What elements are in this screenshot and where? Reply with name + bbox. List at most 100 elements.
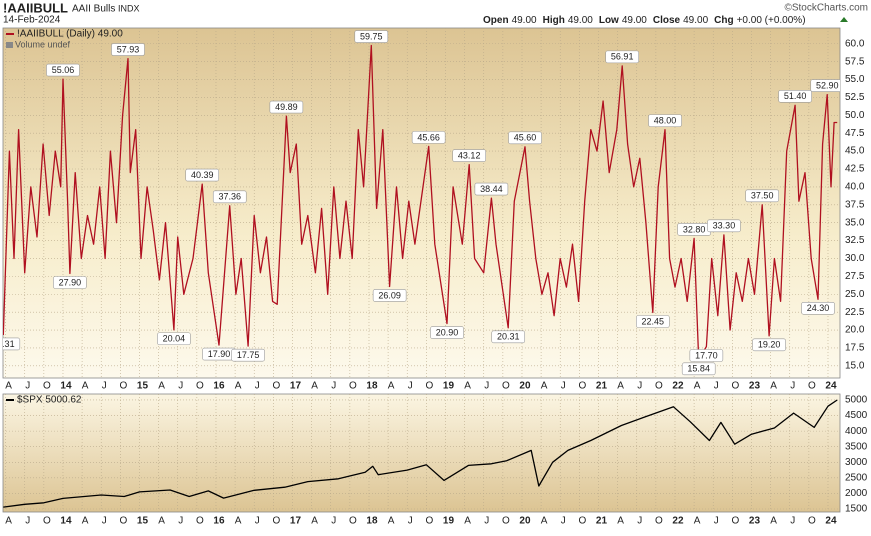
data-label: 38.44 bbox=[474, 182, 509, 196]
data-label-box bbox=[354, 30, 389, 43]
x-tick-label: J bbox=[331, 516, 336, 527]
data-label-text: 19.31 bbox=[0, 339, 15, 349]
data-label-box bbox=[648, 114, 682, 127]
x-tick-label: O bbox=[119, 516, 127, 527]
data-label-text: 24.30 bbox=[807, 303, 830, 313]
y-tick-label: 4500 bbox=[845, 410, 868, 421]
x-tick-label: A bbox=[311, 381, 318, 392]
x-tick-label: O bbox=[196, 516, 204, 527]
data-label: 49.89 bbox=[269, 100, 304, 114]
x-tick-label: J bbox=[255, 516, 260, 527]
data-label: 45.66 bbox=[411, 131, 446, 144]
x-tick-label: 24 bbox=[825, 516, 837, 527]
quote-value: 49.00 bbox=[512, 15, 537, 26]
legend-label: !AAIIBULL (Daily) 49.00 bbox=[17, 29, 123, 40]
volume-icon bbox=[6, 42, 13, 48]
x-tick-label: J bbox=[561, 381, 566, 392]
x-tick-label: O bbox=[578, 381, 586, 392]
data-label-text: 20.31 bbox=[497, 332, 520, 342]
quote-label: High bbox=[543, 15, 565, 26]
x-tick-label: A bbox=[158, 381, 165, 392]
quote-label: Open bbox=[483, 15, 509, 26]
lower-panel bbox=[2, 393, 841, 513]
x-tick-label: 23 bbox=[749, 516, 761, 527]
data-label: 43.12 bbox=[452, 149, 486, 162]
data-label: 48.00 bbox=[648, 114, 682, 127]
x-tick-label: A bbox=[158, 516, 165, 527]
data-label-text: 55.06 bbox=[52, 65, 75, 75]
x-tick-label: 17 bbox=[290, 516, 302, 527]
x-tick-label: A bbox=[770, 516, 777, 527]
data-label-box bbox=[474, 182, 509, 196]
name: AAII Bulls bbox=[72, 4, 115, 15]
x-tick-label: O bbox=[731, 381, 739, 392]
x-tick-label: O bbox=[502, 381, 510, 392]
x-tick-label: O bbox=[502, 516, 510, 527]
y-tick-label: 57.5 bbox=[845, 56, 865, 67]
x-tick-label: O bbox=[425, 381, 433, 392]
data-label: 19.20 bbox=[752, 338, 786, 352]
y-tick-label: 5000 bbox=[845, 395, 868, 406]
y-tick-label: 22.5 bbox=[845, 307, 865, 318]
data-label: 20.90 bbox=[430, 326, 464, 339]
x-tick-label: O bbox=[349, 516, 357, 527]
data-label-box bbox=[681, 362, 716, 376]
data-label: 59.75 bbox=[354, 30, 389, 43]
data-label: 17.70 bbox=[689, 349, 724, 362]
data-label-box bbox=[707, 219, 741, 233]
data-label-box bbox=[752, 338, 786, 352]
x-tick-label: O bbox=[655, 381, 663, 392]
y-tick-label: 32.5 bbox=[845, 235, 865, 246]
x-tick-label: A bbox=[694, 381, 701, 392]
x-tick-label: 21 bbox=[596, 381, 608, 392]
data-label-box bbox=[605, 50, 640, 64]
x-tick-label: J bbox=[178, 516, 183, 527]
data-label-text: 17.90 bbox=[208, 349, 231, 359]
x-tick-label: 14 bbox=[60, 381, 72, 392]
y-tick-label: 42.5 bbox=[845, 164, 865, 175]
data-label-box bbox=[212, 190, 247, 204]
x-tick-label: O bbox=[425, 516, 433, 527]
x-tick-label: J bbox=[25, 516, 30, 527]
x-tick-label: J bbox=[484, 516, 489, 527]
data-label-text: 57.93 bbox=[117, 44, 140, 54]
data-label-text: 48.00 bbox=[654, 116, 677, 126]
data-label: 37.50 bbox=[745, 189, 779, 203]
data-label-box bbox=[745, 189, 779, 203]
data-label-text: 49.89 bbox=[275, 102, 298, 112]
y-tick-label: 4000 bbox=[845, 426, 868, 437]
data-label-text: 33.30 bbox=[713, 221, 736, 231]
y-tick-label: 2000 bbox=[845, 488, 868, 499]
x-tick-label: 17 bbox=[290, 381, 302, 392]
x-tick-label: J bbox=[178, 381, 183, 392]
y-tick-label: 2500 bbox=[845, 472, 868, 483]
y-tick-label: 35.0 bbox=[845, 217, 865, 228]
x-tick-label: A bbox=[388, 516, 395, 527]
y-tick-label: 30.0 bbox=[845, 253, 865, 264]
data-label: 52.90 bbox=[810, 79, 840, 92]
data-label: 26.09 bbox=[372, 289, 407, 302]
x-tick-label: J bbox=[714, 381, 719, 392]
x-tick-label: O bbox=[43, 381, 51, 392]
data-label: 27.90 bbox=[53, 276, 87, 289]
x-tick-label: 14 bbox=[60, 516, 72, 527]
y-tick-label: 1500 bbox=[845, 504, 868, 515]
x-tick-label: A bbox=[311, 516, 318, 527]
data-label-box bbox=[53, 276, 87, 289]
symbol: !AAIIBULL bbox=[3, 0, 68, 15]
data-label-box bbox=[491, 330, 526, 344]
y-tick-label: 55.0 bbox=[845, 74, 865, 85]
data-label: 24.30 bbox=[801, 301, 835, 315]
x-tick-label: J bbox=[714, 516, 719, 527]
data-label: 45.60 bbox=[508, 131, 542, 145]
x-tick-label: A bbox=[617, 381, 624, 392]
y-tick-label: 45.0 bbox=[845, 146, 865, 157]
data-label-box bbox=[452, 149, 486, 162]
quote-value: 49.00 bbox=[568, 15, 593, 26]
x-tick-label: 15 bbox=[137, 516, 149, 527]
data-label: 57.93 bbox=[111, 43, 145, 56]
date: 14-Feb-2024 bbox=[3, 15, 61, 26]
data-label-box bbox=[801, 301, 835, 315]
quote-value: 49.00 bbox=[622, 15, 647, 26]
data-label-text: 32.80 bbox=[683, 224, 706, 234]
